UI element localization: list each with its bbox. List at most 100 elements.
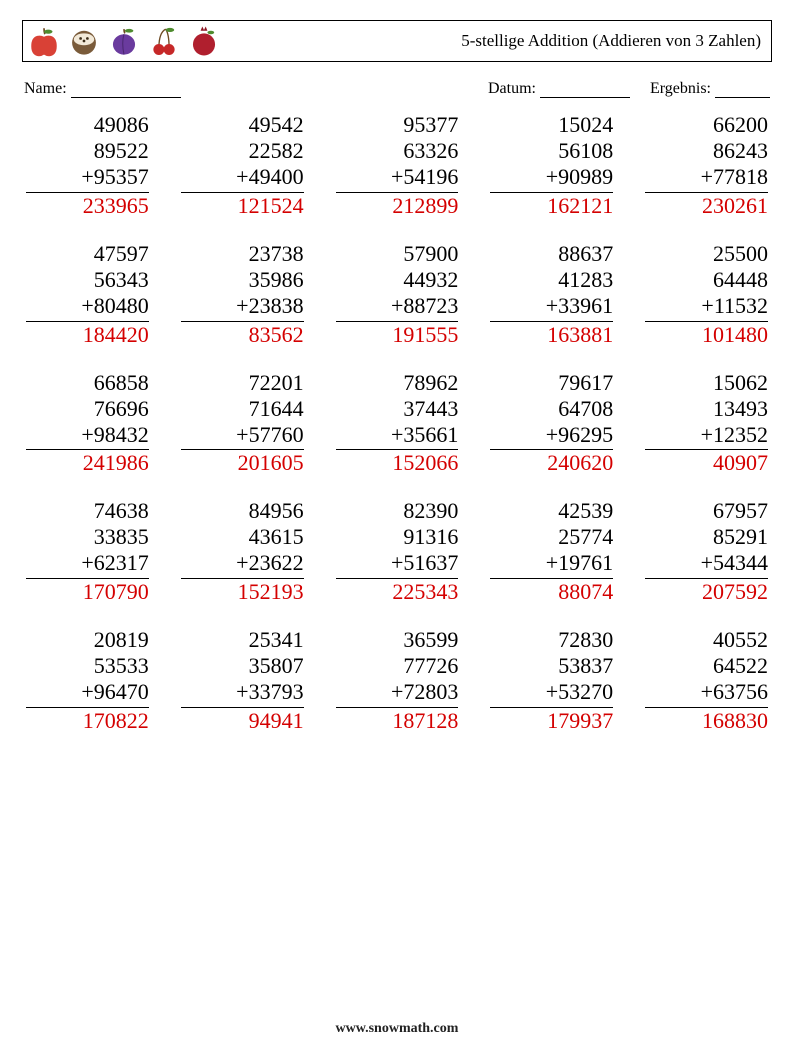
addend-2: 63326: [336, 138, 459, 164]
addend-2: 64448: [645, 267, 768, 293]
date-label: Datum:: [488, 80, 536, 97]
addend-1: 57900: [336, 241, 459, 267]
addend-2: 64522: [645, 653, 768, 679]
problem-1: 4908689522+95357233965: [26, 112, 149, 219]
addend-1: 88637: [490, 241, 613, 267]
answer: 170822: [26, 708, 149, 734]
header-box: 5-stellige Addition (Addieren von 3 Zahl…: [22, 20, 772, 62]
addend-2: 71644: [181, 396, 304, 422]
footer: www.snowmath.com: [0, 1019, 794, 1037]
problem-18: 8239091316+51637225343: [336, 498, 459, 605]
answer: 94941: [181, 708, 304, 734]
answer: 207592: [645, 579, 768, 605]
addend-1: 23738: [181, 241, 304, 267]
addend-1: 40552: [645, 627, 768, 653]
answer: 187128: [336, 708, 459, 734]
problem-8: 5790044932+88723191555: [336, 241, 459, 348]
problem-9: 8863741283+33961 163881: [490, 241, 613, 348]
addend-1: 15062: [645, 370, 768, 396]
addend-3: +54344: [645, 550, 768, 576]
addend-1: 25500: [645, 241, 768, 267]
addend-1: 72201: [181, 370, 304, 396]
info-left: Name:: [24, 80, 181, 98]
answer: 152066: [336, 450, 459, 476]
addend-1: 15024: [490, 112, 613, 138]
problem-2: 4954222582+49400121524: [181, 112, 304, 219]
addend-3: +49400: [181, 164, 304, 190]
answer: 179937: [490, 708, 613, 734]
problem-22: 2534135807+3379394941: [181, 627, 304, 734]
problem-25: 4055264522+63756168830: [645, 627, 768, 734]
addend-1: 20819: [26, 627, 149, 653]
addend-3: +96470: [26, 679, 149, 705]
addend-3: +98432: [26, 422, 149, 448]
date-line[interactable]: [540, 80, 630, 98]
coconut-icon: [67, 24, 101, 58]
addend-2: 41283: [490, 267, 613, 293]
addend-2: 56108: [490, 138, 613, 164]
addend-3: +33961: [490, 293, 613, 319]
answer: 152193: [181, 579, 304, 605]
addend-3: +35661: [336, 422, 459, 448]
addend-2: 86243: [645, 138, 768, 164]
addend-3: +57760: [181, 422, 304, 448]
answer: 83562: [181, 322, 304, 348]
addend-3: +62317: [26, 550, 149, 576]
result-field: Ergebnis:: [650, 80, 770, 98]
addend-3: +53270: [490, 679, 613, 705]
problem-7: 2373835986+2383883562: [181, 241, 304, 348]
pomegranate-icon: [187, 24, 221, 58]
answer: 40907: [645, 450, 768, 476]
addend-3: +11532: [645, 293, 768, 319]
addend-1: 25341: [181, 627, 304, 653]
answer: 88074: [490, 579, 613, 605]
problem-4: 1502456108+90989162121: [490, 112, 613, 219]
addend-2: 76696: [26, 396, 149, 422]
addend-1: 66858: [26, 370, 149, 396]
addend-1: 42539: [490, 498, 613, 524]
result-line[interactable]: [715, 80, 770, 98]
addend-2: 22582: [181, 138, 304, 164]
addend-3: +23622: [181, 550, 304, 576]
addend-1: 66200: [645, 112, 768, 138]
addend-2: 33835: [26, 524, 149, 550]
footer-text: www.snowmath.com: [336, 1021, 459, 1036]
addend-2: 91316: [336, 524, 459, 550]
problem-19: 4253925774+1976188074: [490, 498, 613, 605]
addend-1: 67957: [645, 498, 768, 524]
answer: 170790: [26, 579, 149, 605]
name-line[interactable]: [71, 80, 181, 98]
addend-2: 89522: [26, 138, 149, 164]
addend-1: 95377: [336, 112, 459, 138]
addend-2: 35807: [181, 653, 304, 679]
addend-3: +77818: [645, 164, 768, 190]
addend-2: 13493: [645, 396, 768, 422]
addend-1: 78962: [336, 370, 459, 396]
plum-icon: [107, 24, 141, 58]
date-field: Datum:: [488, 80, 630, 98]
answer: 191555: [336, 322, 459, 348]
answer: 162121: [490, 193, 613, 219]
problems-grid: 4908689522+953572339654954222582+4940012…: [22, 108, 772, 734]
answer: 163881: [490, 322, 613, 348]
answer: 121524: [181, 193, 304, 219]
problem-24: 7283053837+53270179937: [490, 627, 613, 734]
problem-23: 3659977726+72803187128: [336, 627, 459, 734]
answer: 168830: [645, 708, 768, 734]
addend-1: 79617: [490, 370, 613, 396]
addend-2: 56343: [26, 267, 149, 293]
addend-2: 43615: [181, 524, 304, 550]
problem-17: 8495643615+23622152193: [181, 498, 304, 605]
answer: 230261: [645, 193, 768, 219]
addend-3: +72803: [336, 679, 459, 705]
info-right: Datum: Ergebnis:: [488, 80, 770, 98]
addend-3: +51637: [336, 550, 459, 576]
addend-3: +95357: [26, 164, 149, 190]
problem-3: 9537763326+54196212899: [336, 112, 459, 219]
problem-10: 2550064448+11532101480: [645, 241, 768, 348]
info-row: Name: Datum: Ergebnis:: [24, 80, 770, 98]
problem-13: 7896237443+35661152066: [336, 370, 459, 477]
addend-2: 85291: [645, 524, 768, 550]
worksheet-title: 5-stellige Addition (Addieren von 3 Zahl…: [461, 31, 761, 51]
addend-3: +23838: [181, 293, 304, 319]
